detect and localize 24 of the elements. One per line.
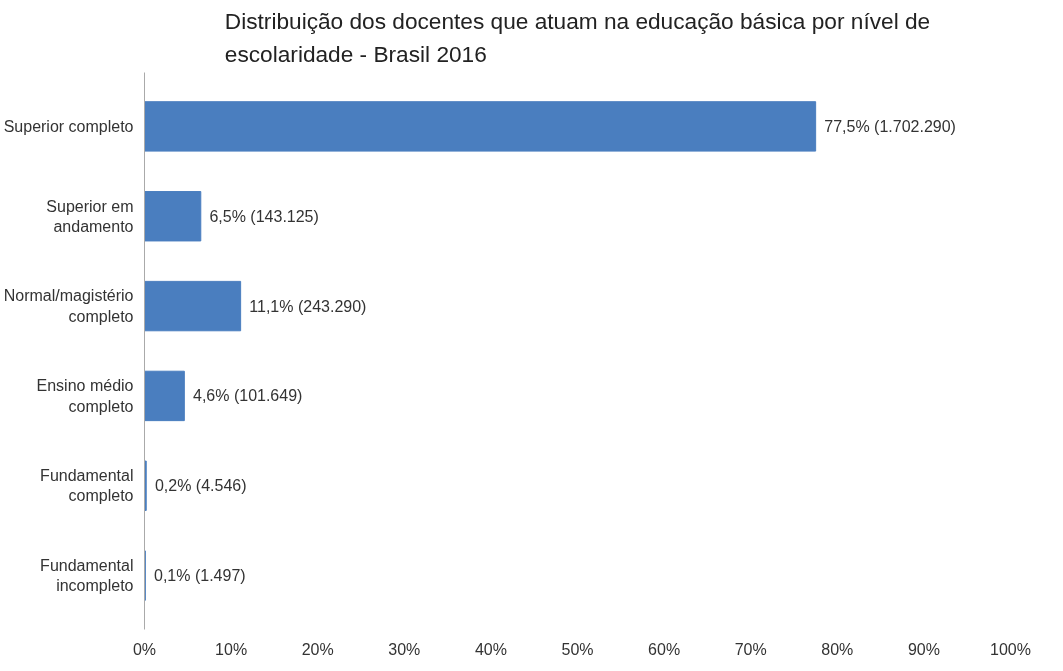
x-tick-label: 40%: [474, 640, 507, 658]
x-tick-label: 30%: [388, 640, 421, 658]
x-tick-label: 90%: [907, 640, 940, 658]
x-tick-label: 100%: [990, 640, 1031, 658]
x-tick-label: 80%: [821, 640, 854, 658]
y-tick-label: Fundamental incompleto: [40, 556, 134, 595]
x-tick-label: 70%: [734, 640, 767, 658]
y-tick-label: Ensino médio completo: [36, 377, 134, 415]
y-tick-label: Superior completo: [3, 117, 134, 135]
data-label: 0,2% (4.546): [154, 477, 247, 495]
x-tick-label: 20%: [301, 640, 334, 658]
x-tick-label: 50%: [561, 640, 594, 658]
y-tick-label: Fundamental completo: [40, 467, 134, 505]
data-label: 11,1% (243.290): [249, 297, 367, 315]
x-tick-label: 60%: [648, 640, 681, 658]
x-tick-label: 0%: [132, 640, 157, 658]
x-tick-label: 10%: [215, 640, 248, 658]
data-label: 4,6% (101.649): [193, 387, 303, 405]
y-tick-label: Superior em andamento: [46, 197, 134, 235]
chart-title: Distribuição dos docentes que atuam na educação básica por nível de escolaridade - Brasil 2016: [224, 7, 931, 68]
data-label: 77,5% (1.702.290): [824, 117, 956, 135]
data-label: 0,1% (1.497): [154, 567, 246, 585]
y-tick-label: Normal/magistério completo: [3, 287, 134, 325]
data-label: 6,5% (143.125): [209, 207, 319, 225]
